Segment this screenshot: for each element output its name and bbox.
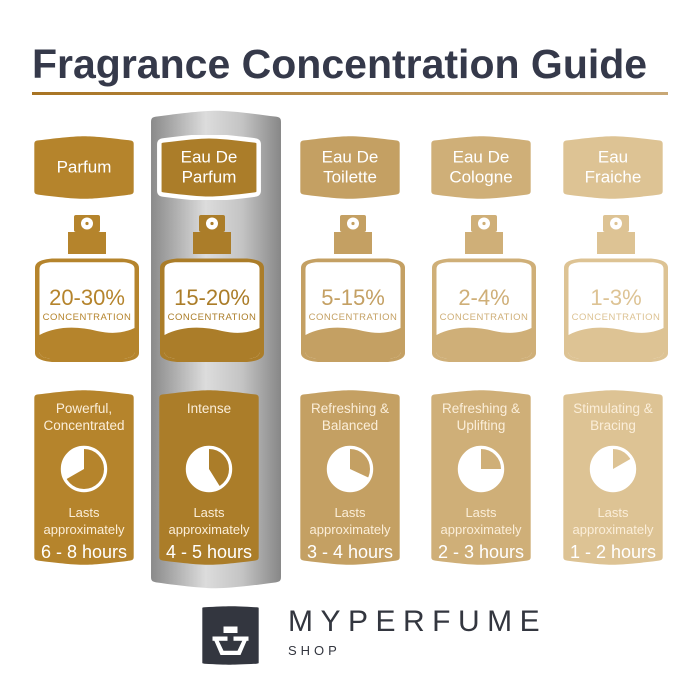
svg-text:2-4%: 2-4%: [458, 285, 509, 310]
svg-text:1-3%: 1-3%: [590, 285, 641, 310]
svg-text:20-30%: 20-30%: [49, 285, 125, 310]
svg-text:5-15%: 5-15%: [321, 285, 385, 310]
svg-text:15-20%: 15-20%: [174, 285, 250, 310]
svg-text:CONCENTRATION: CONCENTRATION: [168, 312, 257, 323]
svg-text:CONCENTRATION: CONCENTRATION: [572, 312, 661, 323]
svg-text:CONCENTRATION: CONCENTRATION: [440, 312, 529, 323]
svg-text:CONCENTRATION: CONCENTRATION: [309, 312, 398, 323]
svg-text:CONCENTRATION: CONCENTRATION: [43, 312, 132, 323]
